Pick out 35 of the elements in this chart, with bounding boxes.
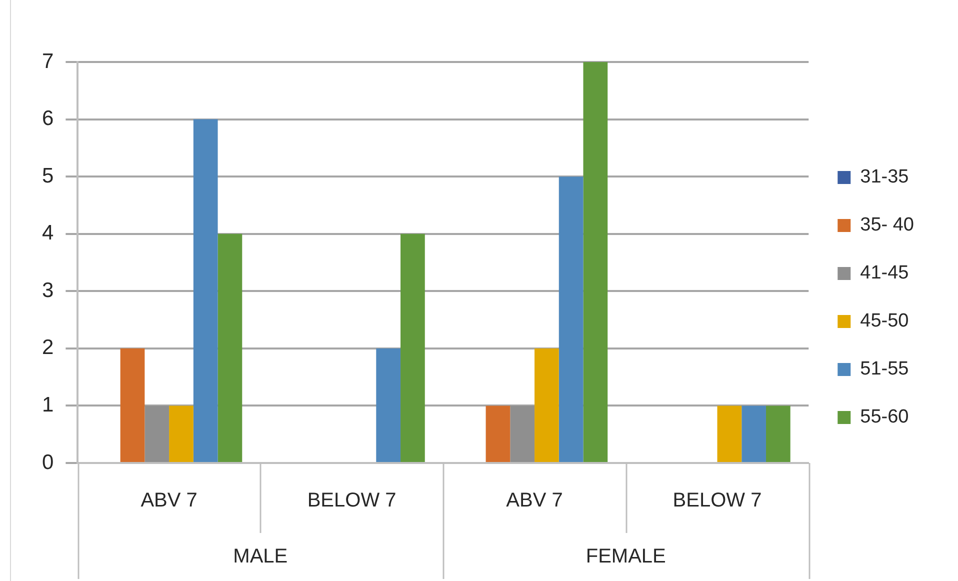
bar [717,406,742,462]
legend-label: 45-50 [860,310,909,332]
x-tick-label: ABV 7 [506,490,563,512]
y-tick-label: 3 [42,278,54,302]
bar [400,234,425,462]
bar [486,406,510,462]
bar [120,348,145,462]
y-tick-label: 6 [42,107,54,130]
y-tick-label: 2 [42,336,54,360]
legend-label: 51-55 [860,358,909,380]
bar [534,348,559,462]
bar [583,62,608,462]
y-tick-label: 0 [42,450,54,474]
legend-label: 35- 40 [860,214,914,236]
bar [766,406,790,462]
bar [193,119,218,462]
bar [376,348,401,462]
x-tick-label: BELOW 7 [307,490,396,512]
bar [144,406,170,462]
text: MALE [233,546,288,568]
y-tick-label: 4 [42,222,54,245]
y-tick-label: 5 [42,164,54,188]
x-tick-label: ABV 7 [140,490,198,512]
x-tick-label: BELOW 7 [672,490,762,512]
bar [218,234,242,462]
legend-label: 41-45 [860,262,909,284]
bar [742,406,766,462]
y-tick-label: 7 [42,50,54,73]
bar [510,406,535,462]
legend-label: 55-60 [860,406,909,428]
text: FEMALE [586,546,666,568]
bar [169,406,194,462]
y-tick-label: 1 [42,394,54,417]
bar [558,176,584,462]
legend-label: 31-35 [860,166,909,188]
